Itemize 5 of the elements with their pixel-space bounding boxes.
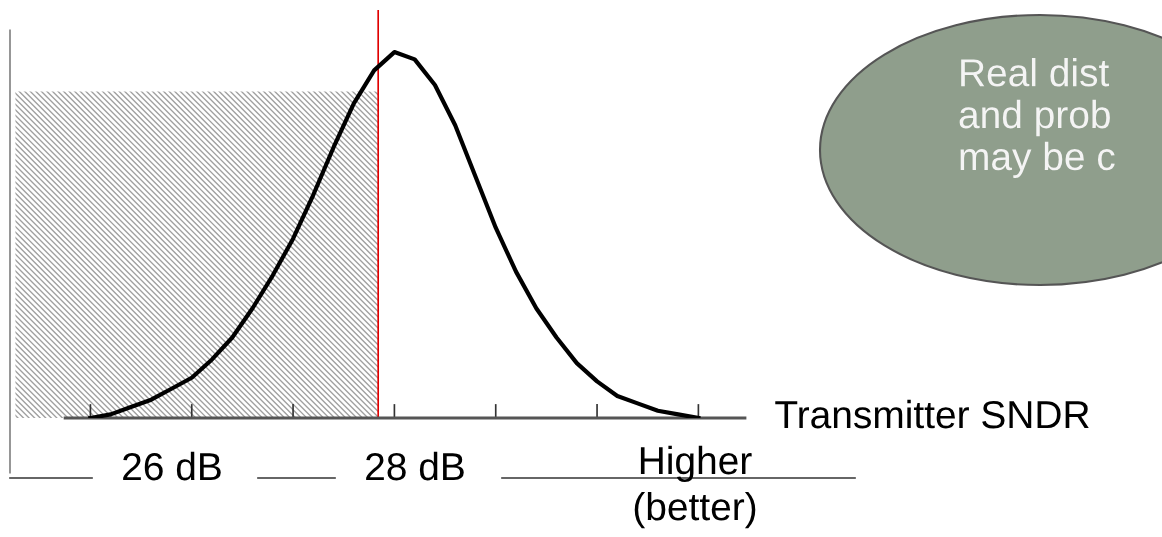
text: Higher (better) [634, 445, 756, 529]
x-axis-title: Transmitter SNDR [775, 399, 1089, 429]
text: Real dist and prob may be c [959, 57, 1115, 179]
text: 28 dB [366, 451, 464, 481]
text: 26 dB [123, 451, 221, 481]
